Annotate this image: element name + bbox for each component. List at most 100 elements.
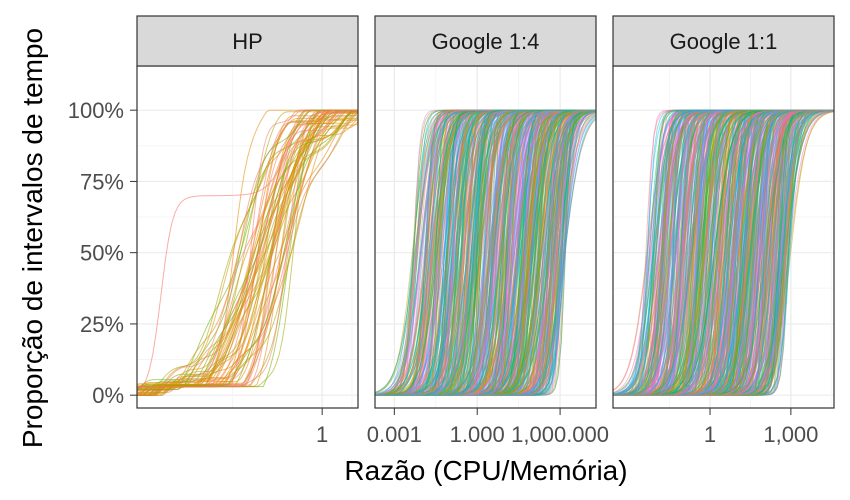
series-line — [375, 109, 596, 396]
series-line — [375, 109, 596, 396]
series-line — [375, 109, 596, 396]
series-line — [375, 109, 596, 396]
series-line — [375, 109, 596, 396]
series-line — [375, 109, 596, 396]
series-line — [375, 109, 596, 396]
series-line — [375, 110, 596, 396]
series-line — [375, 109, 596, 396]
series-line — [137, 110, 358, 396]
series-line — [375, 110, 596, 396]
series-line — [375, 109, 596, 396]
series-line — [375, 109, 596, 396]
series-line — [375, 109, 596, 396]
series-line — [375, 109, 596, 396]
series-line — [375, 109, 596, 396]
series-line — [375, 109, 596, 396]
series-line — [375, 109, 596, 396]
series-line — [375, 109, 596, 396]
series-line — [375, 109, 596, 396]
series-line — [375, 109, 596, 396]
series-line — [613, 109, 834, 396]
y-axis-title: Proporção de intervalos de tempo — [17, 28, 48, 448]
series-line — [375, 109, 596, 396]
series-line — [375, 109, 596, 396]
series-line — [375, 109, 596, 396]
series-line — [375, 109, 596, 396]
series-line — [375, 109, 596, 396]
series-line — [375, 109, 596, 396]
series-line — [375, 110, 596, 396]
series-line — [137, 109, 358, 392]
series-line — [375, 109, 596, 396]
series-line — [375, 109, 596, 396]
series-line — [375, 109, 596, 396]
series-line — [375, 109, 596, 396]
series-line — [375, 109, 596, 396]
series-line — [375, 109, 596, 396]
series-line — [375, 109, 596, 396]
series-line — [375, 109, 596, 396]
series-line — [375, 109, 596, 396]
series-line — [375, 109, 596, 396]
series-line — [375, 109, 596, 396]
series-line — [375, 109, 596, 396]
series-line — [375, 109, 596, 396]
series-line — [375, 109, 596, 396]
series-line — [375, 109, 596, 396]
series-line — [375, 109, 596, 396]
series-line — [375, 109, 596, 396]
series-line — [375, 109, 596, 394]
series-line — [613, 109, 834, 396]
series-line — [375, 109, 596, 396]
series-line — [375, 109, 596, 396]
series-group — [375, 109, 596, 396]
series-line — [375, 109, 596, 396]
series-line — [375, 109, 596, 396]
series-line — [375, 109, 596, 396]
series-line — [375, 110, 596, 396]
series-line — [375, 109, 596, 396]
series-line — [375, 109, 596, 396]
series-line — [375, 109, 596, 396]
series-line — [375, 110, 596, 396]
series-line — [375, 109, 596, 396]
series-line — [375, 109, 596, 396]
series-line — [375, 109, 596, 396]
series-line — [375, 109, 596, 396]
series-line — [375, 111, 596, 396]
series-line — [375, 110, 596, 396]
series-line — [375, 109, 596, 396]
y-tick-label: 25% — [80, 312, 124, 337]
series-line — [375, 109, 596, 396]
series-line — [375, 109, 596, 396]
series-line — [375, 109, 596, 396]
series-line — [613, 109, 834, 396]
series-line — [375, 109, 596, 396]
series-line — [375, 110, 596, 396]
series-line — [375, 109, 596, 396]
series-line — [375, 109, 596, 396]
series-line — [375, 109, 596, 396]
series-line — [375, 109, 596, 396]
series-line — [375, 109, 596, 396]
series-line — [375, 109, 596, 396]
series-line — [375, 109, 596, 396]
series-line — [375, 109, 596, 396]
series-line — [375, 109, 596, 396]
series-line — [375, 112, 596, 396]
series-line — [375, 109, 596, 396]
series-line — [375, 109, 596, 396]
series-line — [375, 109, 596, 396]
series-line — [375, 109, 596, 396]
series-line — [375, 111, 596, 396]
series-line — [375, 109, 596, 396]
series-line — [375, 109, 596, 396]
facet-panel: Google 1:1 1 1,000 — [612, 15, 835, 447]
series-line — [375, 109, 596, 396]
series-line — [375, 109, 596, 396]
series-line — [375, 109, 596, 396]
panel-grid — [375, 66, 596, 408]
series-line — [375, 109, 596, 396]
series-line — [375, 109, 596, 396]
